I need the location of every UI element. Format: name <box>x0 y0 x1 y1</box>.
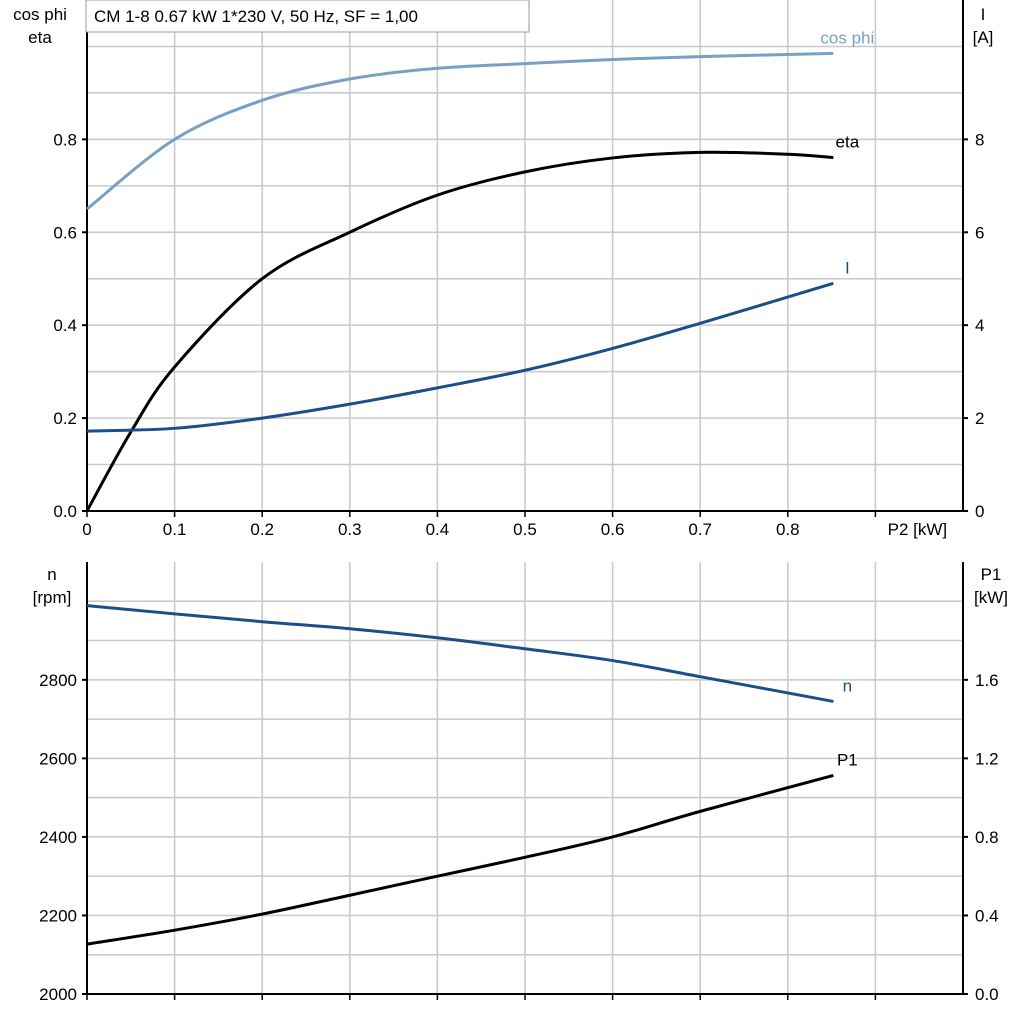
series-label: P1 <box>837 750 858 769</box>
y-right-tick-label: 4 <box>975 316 984 335</box>
x-tick-label: 0.1 <box>163 520 187 539</box>
series-line-P1 <box>86 773 834 946</box>
y-right-tick-label: 0 <box>975 502 984 521</box>
y-right-tick-label: 8 <box>975 130 984 149</box>
y-right-tick-label: 2 <box>975 409 984 428</box>
y-left-axis-label: [rpm] <box>33 588 72 607</box>
series-label: n <box>843 676 852 695</box>
series-label: eta <box>836 132 860 151</box>
x-tick-label: 0.4 <box>426 520 450 539</box>
y-left-axis-label: n <box>47 565 56 584</box>
x-tick-label: 0.5 <box>513 520 537 539</box>
y-left-axis-label: cos phi <box>13 5 67 24</box>
y-left-tick-label: 2800 <box>39 671 77 690</box>
x-tick-label: 0.6 <box>601 520 625 539</box>
x-tick-label: 0.7 <box>688 520 712 539</box>
series-line-eta <box>85 150 834 512</box>
y-left-tick-label: 2600 <box>39 749 77 768</box>
y-right-tick-label: 1.2 <box>975 749 999 768</box>
y-right-tick-label: 6 <box>975 223 984 242</box>
panel-1: 2000 2200 2400 2600 2800 0.0 0.4 0.8 1.2 1.6 n [rpm… <box>33 562 1008 1004</box>
y-left-tick-label: 0.2 <box>53 409 77 428</box>
y-left-axis-label: eta <box>28 28 52 47</box>
x-tick-label: 0.8 <box>776 520 800 539</box>
y-right-axis-label: P1 <box>981 565 1002 584</box>
y-left-tick-label: 0.0 <box>53 502 77 521</box>
series-label: cos phi <box>820 28 874 47</box>
chart-title: CM 1-8 0.67 kW 1*230 V, 50 Hz, SF = 1,00 <box>94 7 418 26</box>
series-line-n <box>86 604 834 703</box>
y-right-tick-label: 1.6 <box>975 671 999 690</box>
y-right-axis-label: [A] <box>973 28 994 47</box>
y-right-tick-label: 0.8 <box>975 828 999 847</box>
y-left-tick-label: 2000 <box>39 985 77 1004</box>
y-left-tick-label: 2400 <box>39 828 77 847</box>
x-tick-label: 0.2 <box>250 520 274 539</box>
series-line-I <box>86 281 834 433</box>
panel-0: 0.0 0.2 0.4 0.6 0.8 0 2 4 6 8 0 0.1 0.2 0.3 0.4 0.5 0.6 0… <box>13 0 993 539</box>
y-left-tick-label: 2200 <box>39 906 77 925</box>
y-right-axis-label: I <box>981 5 986 24</box>
y-right-tick-label: 0.0 <box>975 985 999 1004</box>
x-tick-label: 0.3 <box>338 520 362 539</box>
x-tick-label: 0 <box>82 520 91 539</box>
x-axis-label: P2 [kW] <box>888 520 948 539</box>
y-left-tick-label: 0.6 <box>53 223 77 242</box>
series-label: I <box>845 258 850 277</box>
y-left-tick-label: 0.8 <box>53 130 77 149</box>
y-left-tick-label: 0.4 <box>53 316 77 335</box>
y-right-axis-label: [kW] <box>974 588 1008 607</box>
title-box <box>85 0 530 33</box>
y-right-tick-label: 0.4 <box>975 906 999 925</box>
series-line-cos-phi <box>86 51 834 211</box>
